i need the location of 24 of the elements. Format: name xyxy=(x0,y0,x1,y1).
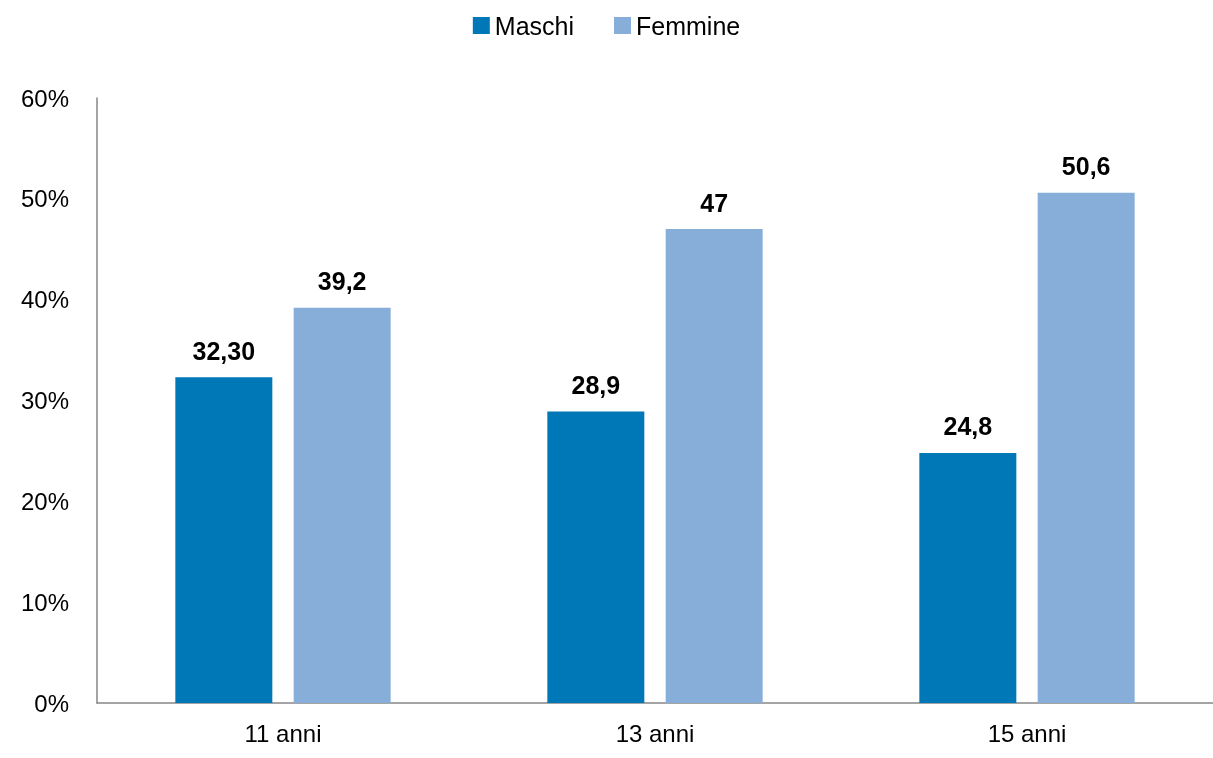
data-label: 24,8 xyxy=(943,412,993,441)
x-tick-label: 13 anni xyxy=(615,719,695,747)
bar xyxy=(175,377,273,703)
x-tick-label: 11 anni xyxy=(244,719,322,747)
bar xyxy=(665,229,763,703)
data-label: 39,2 xyxy=(317,267,367,296)
y-tick-label: 0% xyxy=(34,689,69,717)
data-label: 50,6 xyxy=(1061,152,1111,181)
data-label: 28,9 xyxy=(571,371,621,400)
y-tick-label: 10% xyxy=(20,588,69,616)
y-tick-label: 30% xyxy=(20,387,69,414)
data-label: 47 xyxy=(700,188,729,217)
y-tick-label: 50% xyxy=(20,185,69,213)
bar xyxy=(919,452,1017,703)
bar xyxy=(1037,192,1135,703)
data-label: 32,30 xyxy=(192,336,256,365)
bar xyxy=(293,307,391,703)
y-tick-label: 60% xyxy=(20,84,69,112)
legend-label: Femmine xyxy=(636,11,741,40)
y-tick-label: 20% xyxy=(20,487,69,515)
x-tick-label: 15 anni xyxy=(987,719,1067,747)
bar xyxy=(547,411,645,703)
legend-label: Maschi xyxy=(494,11,574,40)
y-tick-label: 40% xyxy=(20,286,69,314)
